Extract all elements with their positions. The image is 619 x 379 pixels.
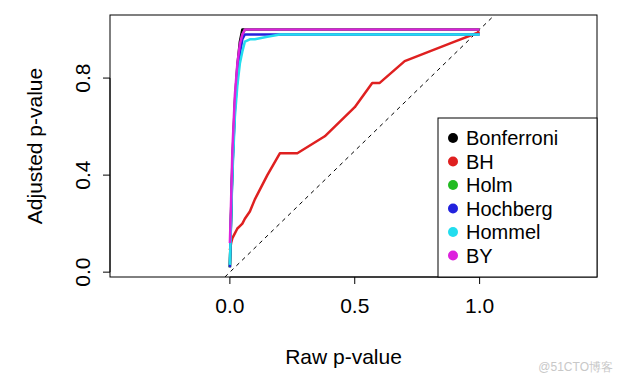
legend-label: BY — [466, 245, 493, 267]
legend-marker — [448, 204, 458, 214]
plot-frame — [110, 15, 597, 277]
legend-label: Holm — [466, 174, 513, 196]
y-tick-label: 0.8 — [71, 63, 94, 92]
y-tick — [103, 78, 110, 79]
y-tick-label: 0.4 — [71, 160, 94, 190]
y-tick — [103, 272, 110, 273]
legend-label: Hochberg — [466, 198, 553, 220]
legend-label: BH — [466, 151, 494, 173]
legend-box — [438, 118, 597, 277]
legend-label: Hommel — [466, 221, 540, 243]
x-axis-title: Raw p-value — [285, 345, 402, 368]
background — [0, 0, 619, 379]
legend-marker — [448, 133, 458, 143]
legend-label: Bonferroni — [466, 127, 558, 149]
x-tick-label: 0.5 — [340, 294, 369, 317]
x-tick-label: 1.0 — [465, 294, 494, 317]
legend: BonferroniBHHolmHochbergHommelBY — [438, 118, 597, 277]
y-tick — [103, 175, 110, 176]
x-tick — [354, 277, 355, 284]
watermark: @51CTO博客 — [538, 360, 613, 374]
x-tick — [479, 277, 480, 284]
legend-marker — [448, 251, 458, 261]
y-axis-title: Adjusted p-value — [23, 68, 46, 224]
x-tick — [229, 277, 230, 284]
y-tick-label: 0.0 — [71, 258, 94, 287]
x-tick-label: 0.0 — [215, 294, 244, 317]
legend-marker — [448, 180, 458, 190]
chart: 0.0 0.5 1.0 0.0 0.4 0.8 Raw p-value Adjusted p-… — [0, 0, 619, 379]
legend-marker — [448, 227, 458, 237]
legend-marker — [448, 157, 458, 167]
